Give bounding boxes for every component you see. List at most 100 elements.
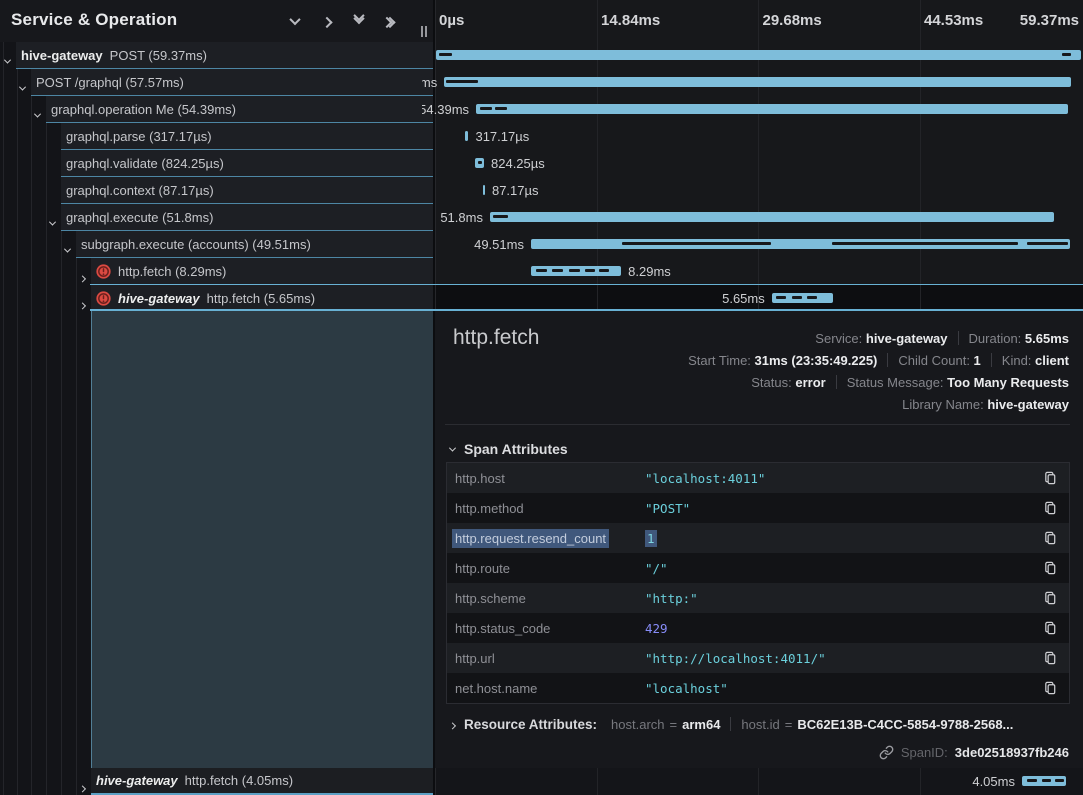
timeline-gridline — [919, 0, 921, 311]
span-id-row: SpanID: 3de02518937fb246 — [879, 745, 1069, 760]
expand-one-icon[interactable] — [320, 15, 334, 29]
timeline-gridline — [596, 0, 598, 311]
selected-span-children-area[interactable] — [91, 311, 433, 768]
tree-row[interactable]: graphql.operation Me (54.39ms) — [33, 96, 433, 123]
resource-attr-value: BC62E13B-C4CC-5854-9788-2568... — [797, 717, 1014, 732]
meta-label: Kind: — [1001, 352, 1036, 368]
child-span-mark — [585, 269, 595, 272]
span-name-label: POST /graphql (57.57ms) — [36, 74, 184, 90]
axis-tick: 14.84ms — [601, 12, 661, 29]
child-span-mark — [1055, 779, 1064, 782]
collapse-one-icon[interactable] — [288, 13, 302, 27]
detail-meta-item: Status Message: Too Many Requests — [847, 375, 1069, 390]
child-span-mark — [622, 242, 772, 245]
span-duration-bar[interactable] — [530, 239, 1070, 249]
span-detail-title: http.fetch — [453, 326, 540, 349]
detail-divider — [445, 424, 1070, 425]
service-name: hive-gateway — [96, 773, 178, 788]
tree-row[interactable]: hive-gateway POST (59.37ms) — [3, 42, 433, 69]
chevron-down-icon[interactable] — [63, 241, 72, 256]
chevron-down-icon[interactable] — [48, 214, 57, 229]
span-duration-bar[interactable] — [476, 104, 1068, 114]
attribute-row: http.status_code 429 — [447, 613, 1069, 643]
child-span-mark — [477, 161, 483, 164]
tree-row[interactable]: graphql.validate (824.25µs) — [61, 150, 433, 177]
child-span-mark — [479, 107, 492, 110]
span-duration-bar[interactable] — [475, 158, 484, 168]
copy-icon[interactable] — [1041, 499, 1059, 517]
span-duration-bar[interactable] — [489, 212, 1054, 222]
child-span-mark — [807, 296, 817, 299]
detail-meta-item: Kind: client — [1002, 353, 1069, 368]
meta-value: 5.65ms — [1024, 330, 1069, 346]
child-span-mark — [494, 107, 507, 110]
expand-all-icon[interactable] — [381, 15, 398, 29]
detail-meta-item: Library Name: hive-gateway — [902, 397, 1069, 412]
tree-row[interactable]: graphql.parse (317.17µs) — [61, 123, 433, 150]
span-duration-bar[interactable] — [465, 131, 469, 141]
tree-row[interactable]: POST /graphql (57.57ms) — [18, 69, 433, 96]
error-icon — [96, 263, 111, 279]
meta-separator — [887, 353, 889, 367]
copy-icon[interactable] — [1041, 649, 1059, 667]
panel-resize-grip-icon[interactable] — [421, 26, 429, 37]
panel-divider[interactable] — [433, 0, 435, 795]
copy-icon[interactable] — [1041, 589, 1059, 607]
attribute-row: http.route "/" — [447, 553, 1069, 583]
tree-row[interactable]: graphql.execute (51.8ms) — [48, 204, 433, 231]
chevron-right-icon[interactable] — [78, 778, 87, 793]
selected-row-top-border — [90, 284, 1083, 285]
link-icon[interactable] — [879, 745, 894, 760]
attribute-value: 429 — [645, 620, 668, 636]
attribute-row: net.host.name "localhost" — [447, 673, 1069, 703]
tree-row[interactable]: subgraph.execute (accounts) (49.51ms) — [63, 231, 433, 258]
chevron-right-icon[interactable] — [78, 295, 87, 310]
attribute-row: http.url "http://localhost:4011/" — [447, 643, 1069, 673]
chevron-right-icon[interactable] — [78, 268, 87, 283]
span-name-label: http.fetch (8.29ms) — [118, 263, 227, 279]
child-span-mark — [1026, 242, 1069, 245]
tree-row[interactable]: hive-gateway http.fetch (4.05ms) — [78, 768, 433, 795]
chevron-down-icon[interactable] — [3, 52, 12, 67]
meta-label: Status Message: — [846, 374, 948, 390]
detail-meta-line: Status: error Status Message: Too Many Re… — [751, 371, 1069, 393]
tree-row[interactable]: hive-gateway http.fetch (5.65ms) — [78, 285, 433, 312]
copy-icon[interactable] — [1041, 469, 1059, 487]
span-duration-bar[interactable] — [444, 77, 1071, 87]
collapse-all-icon[interactable] — [352, 9, 366, 27]
span-duration-bar[interactable] — [530, 266, 622, 276]
span-duration-label: 824.25µs — [491, 156, 545, 171]
span-duration-label: 8.29ms — [628, 264, 671, 279]
attribute-key: http.url — [455, 650, 495, 666]
tree-row[interactable]: graphql.context (87.17µs) — [61, 177, 433, 204]
resource-attributes-row[interactable]: Resource Attributes: host.arch = arm64 host… — [448, 717, 1014, 732]
meta-label: Child Count: — [898, 352, 974, 368]
attribute-value: 1 — [645, 529, 657, 547]
child-span-mark — [791, 296, 802, 299]
equals-sign: = — [669, 717, 678, 732]
span-duration-bar[interactable] — [1021, 776, 1067, 786]
tree-row[interactable]: http.fetch (8.29ms) — [78, 258, 433, 285]
service-name: hive-gateway — [21, 47, 103, 63]
chevron-down-icon[interactable] — [33, 106, 42, 121]
span-duration-label: 51.8ms — [440, 210, 483, 225]
span-duration-bar[interactable] — [435, 50, 1082, 60]
axis-tick: 29.68ms — [762, 12, 822, 29]
child-span-mark — [832, 242, 1019, 245]
span-duration-label: 4.05ms — [972, 774, 1015, 789]
copy-icon[interactable] — [1041, 559, 1059, 577]
span-duration-bar[interactable] — [771, 293, 834, 303]
span-duration-bar[interactable] — [482, 185, 485, 195]
span-attributes-table: http.host "localhost:4011" http.method "POS… — [446, 462, 1070, 704]
detail-meta-item: Start Time: 31ms (23:35:49.225) — [688, 353, 877, 368]
resource-attr-key: host.id — [741, 717, 780, 732]
panel-title: Service & Operation — [11, 10, 178, 29]
copy-icon[interactable] — [1041, 619, 1059, 637]
copy-icon[interactable] — [1041, 529, 1059, 547]
copy-icon[interactable] — [1041, 679, 1059, 697]
attribute-value: "http://localhost:4011/" — [645, 650, 826, 666]
span-name-label: graphql.validate (824.25µs) — [66, 155, 224, 171]
chevron-down-icon[interactable] — [18, 79, 27, 94]
span-attributes-header[interactable]: Span Attributes — [448, 441, 568, 457]
